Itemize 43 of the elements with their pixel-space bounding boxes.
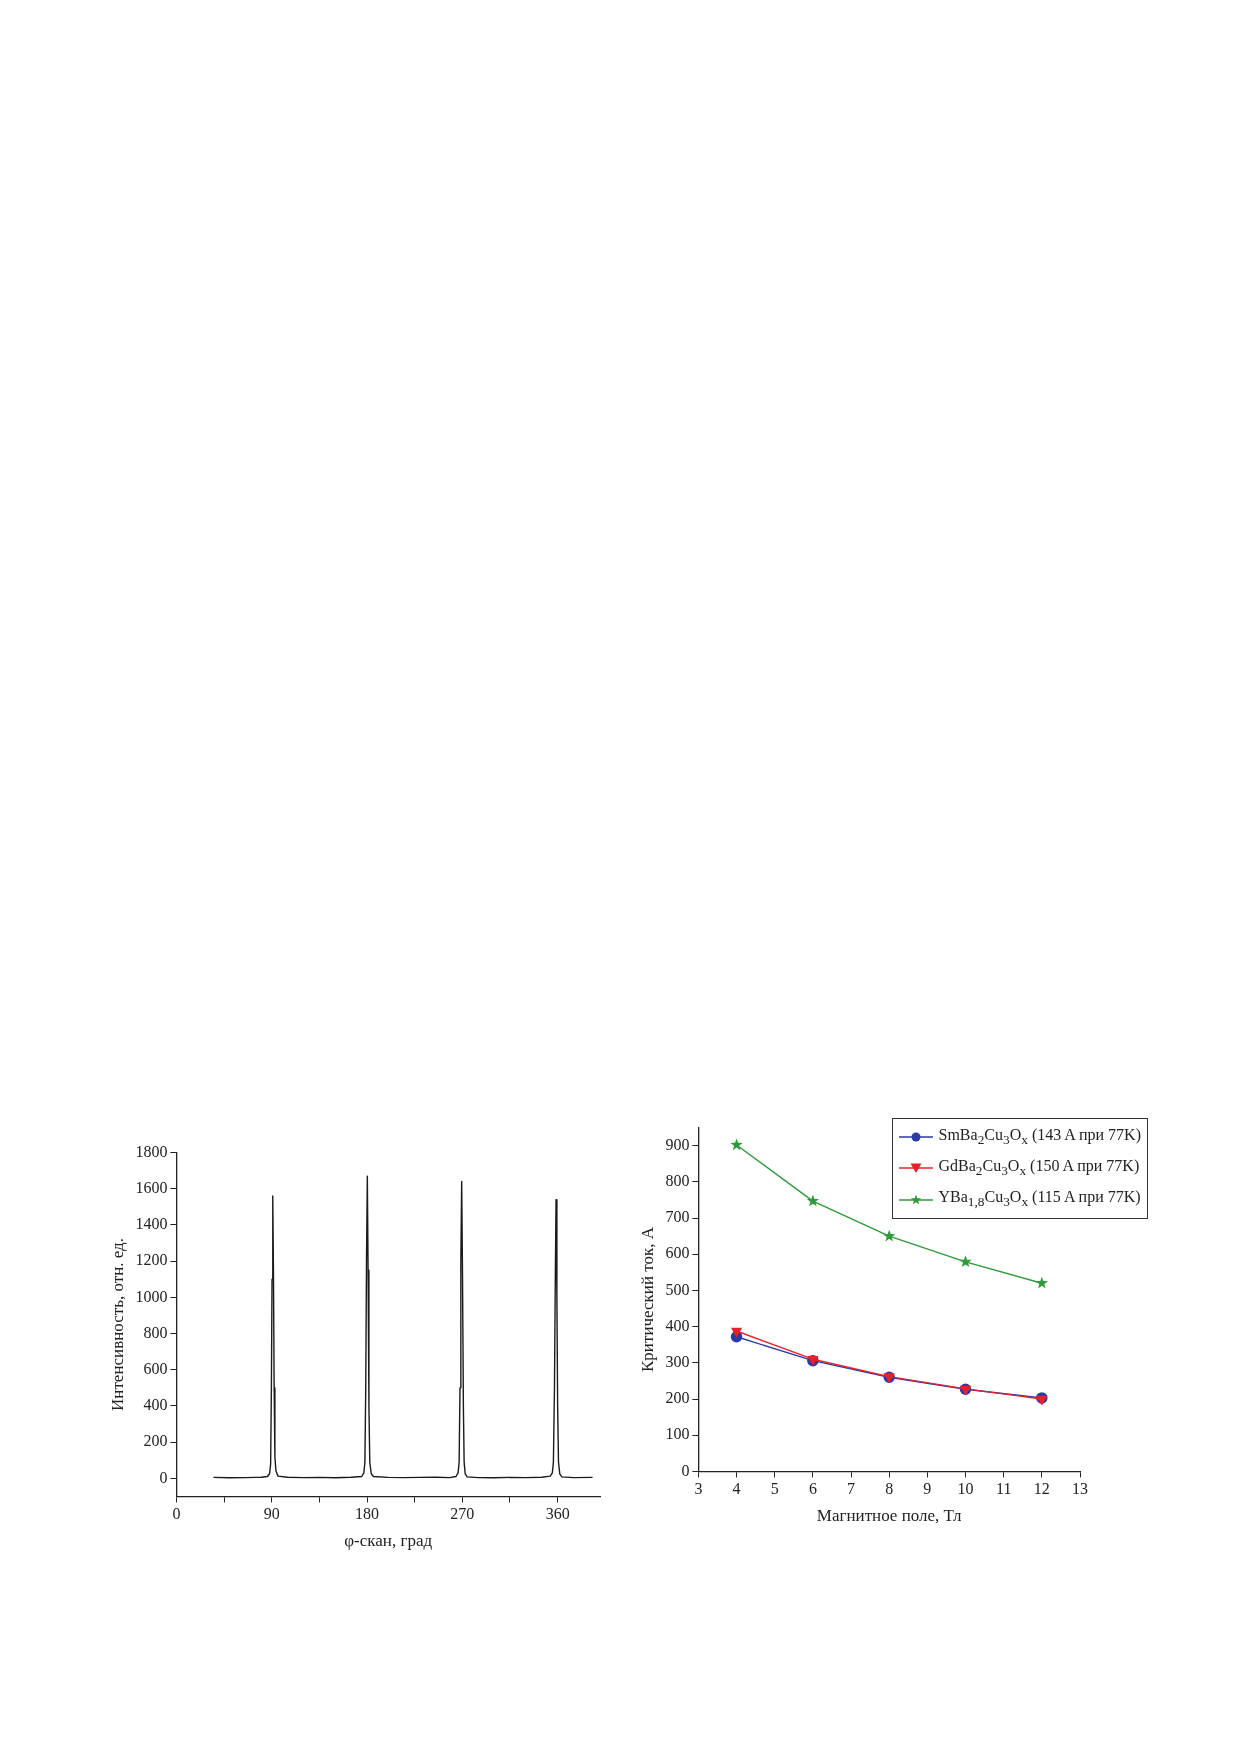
x-tick-label: 11 bbox=[995, 1480, 1012, 1498]
y-tick-label: 500 bbox=[665, 1280, 690, 1298]
y-tick-label: 100 bbox=[665, 1425, 690, 1443]
x-tick-label: 6 bbox=[808, 1480, 817, 1498]
y-tick-label: 0 bbox=[681, 1461, 690, 1479]
x-tick-label: 5 bbox=[770, 1480, 779, 1498]
legend-label: YBa$_{1,8}$Cu$_{3}$O$_{x}$ (115 A при 77K) bbox=[938, 1186, 1141, 1212]
y-tick-label: 1000 bbox=[135, 1287, 168, 1305]
y-tick-label: 1200 bbox=[135, 1251, 168, 1269]
y-tick-label: 1600 bbox=[135, 1178, 168, 1196]
y-tick-label: 900 bbox=[665, 1135, 690, 1153]
y-tick-label: 600 bbox=[143, 1359, 168, 1377]
x-tick-label: 12 bbox=[1033, 1480, 1050, 1498]
y-tick-label: 0 bbox=[159, 1468, 168, 1486]
x-tick-label: 10 bbox=[957, 1480, 974, 1498]
x-tick-label: 9 bbox=[923, 1480, 932, 1498]
y-tick-label: 1400 bbox=[135, 1215, 168, 1233]
y-tick-label: 400 bbox=[665, 1316, 690, 1334]
x-tick-label: 180 bbox=[355, 1505, 380, 1523]
y-tick-label: 300 bbox=[665, 1353, 690, 1371]
legend-label: GdBa$_{2}$Cu$_{3}$O$_{x}$ (150 A при 77K) bbox=[938, 1155, 1140, 1180]
x-tick-label: 8 bbox=[885, 1480, 894, 1498]
legend-label: SmBa$_{2}$Cu$_{3}$O$_{x}$ (143 A при 77K) bbox=[938, 1124, 1141, 1149]
y-tick-label: 200 bbox=[143, 1432, 168, 1450]
x-tick-label: 360 bbox=[545, 1505, 570, 1523]
x-tick-label: 13 bbox=[1072, 1480, 1088, 1498]
x-tick-label: 7 bbox=[847, 1480, 856, 1498]
y-axis-title: Интенсивность, отн. ед. bbox=[107, 1238, 127, 1411]
y-tick-label: 600 bbox=[665, 1244, 690, 1262]
x-tick-label: 3 bbox=[694, 1480, 703, 1498]
y-tick-label: 800 bbox=[143, 1323, 168, 1341]
x-tick-label: 4 bbox=[732, 1480, 741, 1498]
x-axis-title: φ-скан, град bbox=[344, 1531, 433, 1551]
y-tick-label: 1800 bbox=[135, 1142, 168, 1160]
x-axis-title: Магнитное поле, Тл bbox=[816, 1506, 963, 1526]
y-tick-label: 700 bbox=[665, 1208, 690, 1226]
x-tick-label: 0 bbox=[172, 1505, 181, 1523]
x-tick-label: 90 bbox=[263, 1505, 280, 1523]
y-tick-label: 400 bbox=[143, 1396, 168, 1414]
y-tick-label: 200 bbox=[665, 1389, 690, 1407]
y-tick-label: 800 bbox=[665, 1172, 690, 1190]
x-tick-label: 270 bbox=[450, 1505, 475, 1523]
y-axis-title: Критический ток, А bbox=[637, 1226, 657, 1372]
